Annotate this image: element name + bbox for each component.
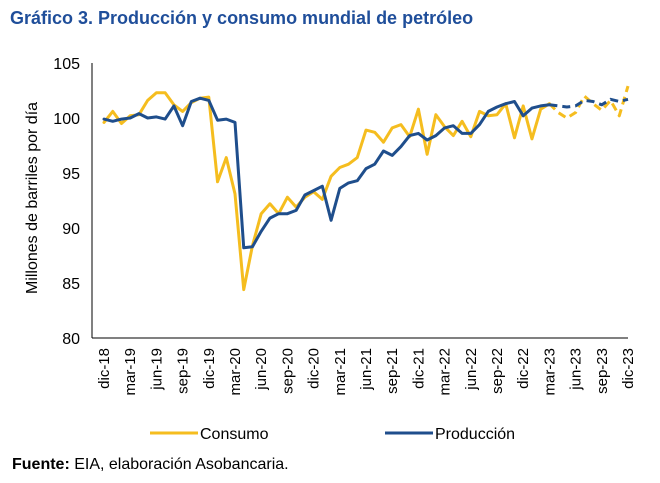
legend: Consumo Producción [150,426,515,443]
x-tick-label: mar-20 [227,348,244,396]
x-tick-label: dic-18 [96,348,113,389]
y-tick-label: 105 [53,56,80,73]
x-tick-label: sep-22 [489,348,506,394]
x-tick-label: mar-23 [541,348,558,396]
x-tick-label: dic-23 [620,348,637,389]
x-tick-label: jun-19 [148,348,165,391]
x-tick-label: jun-22 [463,348,480,391]
series-line-consumo [102,91,551,292]
series-line-produccion [102,96,551,250]
y-tick-label: 100 [53,111,80,128]
source-text: EIA, elaboración Asobancaria. [69,456,289,473]
y-tick-label: 80 [62,331,80,348]
x-tick-label: mar-19 [122,348,139,396]
chart-axes [91,63,628,339]
x-tick-label: sep-20 [279,348,296,394]
series-line-produccion-forecast [549,97,629,109]
legend-label-consumo: Consumo [200,426,269,443]
x-tick-label: jun-21 [358,348,375,391]
x-tick-label: sep-23 [594,348,611,394]
x-tick-label: jun-20 [253,348,270,391]
series-lines [102,85,630,292]
x-tick-label: mar-21 [332,348,349,396]
legend-label-produccion: Producción [435,426,515,443]
source-label: Fuente: [12,456,70,473]
x-tick-label: dic-21 [410,348,427,389]
y-tick-label: 90 [62,221,80,238]
x-tick-label: jun-23 [568,348,585,391]
x-tick-label: dic-20 [306,348,323,389]
x-tick-labels: dic-18 mar-19 jun-19 sep-19 dic-19 mar-20 jun-… [96,348,637,396]
x-tick-label: dic-19 [201,348,218,389]
y-tick-label: 95 [62,166,80,183]
y-tick-labels: 80 85 90 95 100 105 [53,56,80,348]
source-note: Fuente: EIA, elaboración Asobancaria. [12,456,289,474]
x-tick-label: sep-19 [175,348,192,394]
y-axis-label: Millones de barriles por día [24,102,41,294]
chart-title: Gráfico 3. Producción y consumo mundial … [10,8,474,28]
y-tick-label: 85 [62,276,80,293]
x-tick-label: dic-22 [515,348,532,389]
x-tick-label: sep-21 [384,348,401,394]
x-tick-label: mar-22 [437,348,454,396]
